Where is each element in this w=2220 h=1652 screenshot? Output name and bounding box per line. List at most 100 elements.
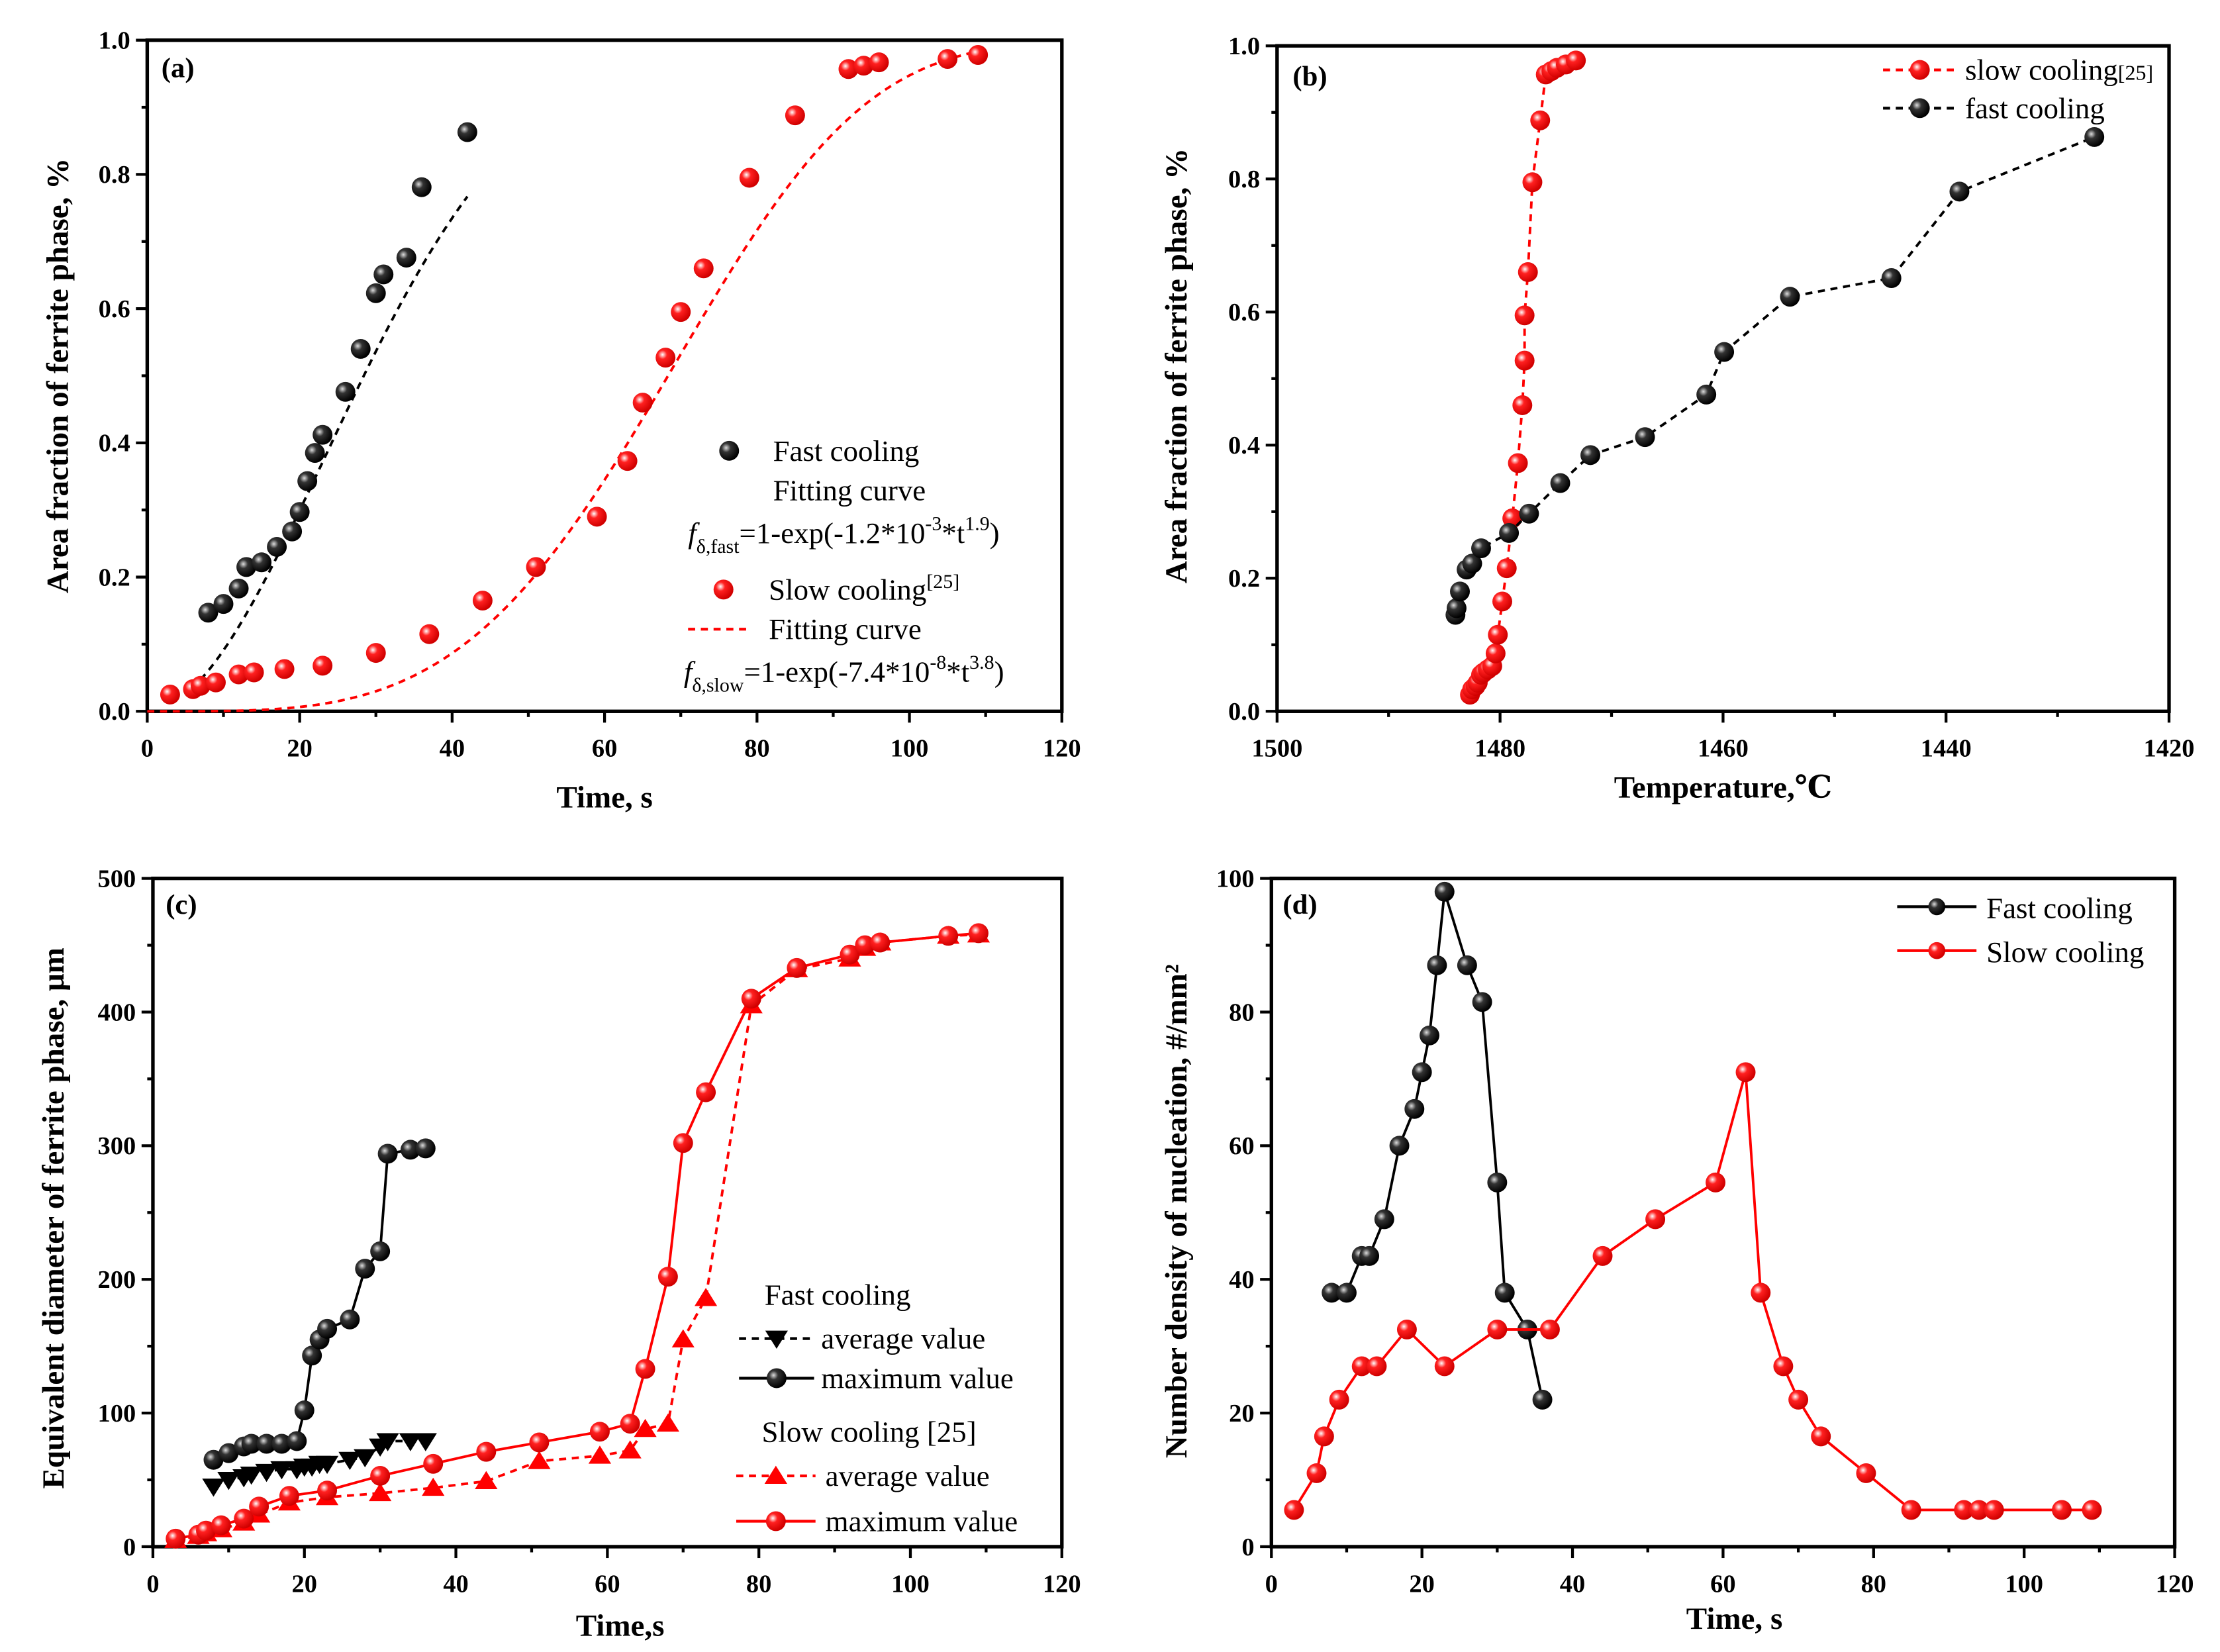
data-point xyxy=(787,957,807,978)
data-point xyxy=(1969,1500,1989,1520)
formula-part: -8 xyxy=(930,652,946,673)
legend-marker xyxy=(719,440,740,461)
data-point xyxy=(369,1482,392,1502)
data-point xyxy=(938,926,959,946)
data-point xyxy=(365,283,386,303)
data-point xyxy=(213,594,234,614)
y-tick-label: 400 xyxy=(98,998,136,1026)
data-point xyxy=(2082,1500,2102,1520)
data-point xyxy=(228,664,249,685)
data-point xyxy=(655,348,676,368)
x-tick-label: 80 xyxy=(1861,1570,1886,1598)
data-point xyxy=(618,1440,642,1459)
x-tick-label: 20 xyxy=(1409,1570,1434,1598)
x-tick-label: 0 xyxy=(146,1570,159,1598)
y-tick-label: 100 xyxy=(98,1400,136,1428)
y-axis-label: Number density of nucleation, #/mm² xyxy=(1159,964,1194,1458)
x-tick-label: 60 xyxy=(1710,1570,1735,1598)
data-point xyxy=(1488,624,1508,645)
data-point xyxy=(1984,1500,2004,1520)
data-point xyxy=(241,1433,262,1454)
data-point xyxy=(457,122,477,142)
y-tick-label: 100 xyxy=(1216,865,1255,893)
data-point xyxy=(350,338,371,359)
data-point xyxy=(634,1418,657,1437)
legend-label: Slow cooling[25] xyxy=(769,571,959,606)
data-point xyxy=(317,1481,338,1501)
y-tick-label: 0.6 xyxy=(1228,299,1260,326)
data-point xyxy=(1773,1356,1794,1377)
y-axis-label: Area fraction of ferrite phase, % xyxy=(1159,148,1194,583)
data-point xyxy=(1446,598,1467,618)
data-point xyxy=(1508,453,1528,473)
data-point xyxy=(203,1449,224,1470)
plot-frame xyxy=(1275,44,2171,713)
data-point xyxy=(1580,445,1600,465)
data-point xyxy=(373,264,394,285)
data-point xyxy=(1472,992,1492,1012)
data-point xyxy=(1427,955,1447,975)
formula-part: -3 xyxy=(925,513,941,535)
data-point xyxy=(370,1241,391,1261)
legend-label: Fitting curve xyxy=(773,474,926,507)
data-point xyxy=(968,923,989,944)
data-point xyxy=(414,1433,437,1451)
y-tick-label: 0.8 xyxy=(1228,166,1260,193)
data-point xyxy=(1735,1062,1756,1083)
data-point xyxy=(1359,1245,1380,1266)
data-point xyxy=(423,1453,444,1474)
y-tick-label: 0.4 xyxy=(1228,432,1260,460)
legend-marker xyxy=(1909,98,1930,119)
legend-label: average value xyxy=(821,1322,985,1355)
panel-label: (d) xyxy=(1282,889,1317,920)
data-point xyxy=(279,1486,299,1506)
data-point xyxy=(1457,955,1477,975)
y-tick-label: 1.0 xyxy=(99,27,130,55)
data-point xyxy=(1566,50,1586,71)
data-point xyxy=(1404,1098,1425,1119)
data-point xyxy=(256,1433,277,1454)
data-point xyxy=(1539,1319,1560,1339)
data-point xyxy=(1367,1356,1387,1377)
data-point xyxy=(617,451,638,471)
x-axis-label: Time,s xyxy=(576,1609,665,1643)
chart-panel-c: 0 20 40 60 80 100 120 0 100 200 300 400 500 Time,s Equ… xyxy=(36,865,1081,1643)
data-point xyxy=(869,52,889,73)
data-point xyxy=(1374,1209,1394,1230)
data-point xyxy=(252,552,272,573)
data-point xyxy=(476,1441,497,1462)
formula-part: δ,slow xyxy=(692,674,744,696)
panel-label: (b) xyxy=(1292,61,1327,92)
data-point xyxy=(657,1267,678,1287)
data-point xyxy=(302,1345,322,1366)
data-point xyxy=(289,502,310,522)
data-point xyxy=(1780,287,1800,307)
data-point xyxy=(249,1496,269,1517)
data-point xyxy=(635,1359,655,1379)
y-tick-label: 80 xyxy=(1229,998,1254,1026)
y-tick-label: 0.2 xyxy=(99,563,130,591)
x-tick-label: 1440 xyxy=(1921,735,1972,763)
data-point xyxy=(313,656,333,676)
formula-part: ) xyxy=(994,655,1004,688)
data-point xyxy=(968,45,989,65)
x-tick-label: 60 xyxy=(592,735,617,763)
x-tick-label: 40 xyxy=(440,735,465,763)
legend-label: maximum value xyxy=(826,1504,1018,1537)
legend-label: fast cooling xyxy=(1965,91,2105,124)
legend-marker xyxy=(765,1330,789,1349)
legend-label: Fast cooling xyxy=(773,434,920,467)
data-point xyxy=(853,56,874,76)
legend-formula: fδ,slow=1-exp(-7.4*10-8*t3.8) xyxy=(684,652,1004,696)
y-tick-label: 1.0 xyxy=(1228,32,1260,60)
x-axis-label: Temperature,℃ xyxy=(1614,771,1832,805)
data-point xyxy=(338,1451,362,1471)
data-point xyxy=(244,662,264,683)
legend-ref: [25] xyxy=(926,571,959,593)
x-tick-label: 120 xyxy=(1043,735,1081,763)
x-tick-label: 0 xyxy=(141,735,154,763)
data-point xyxy=(696,1082,716,1102)
data-point xyxy=(1471,538,1491,559)
data-point xyxy=(2052,1500,2072,1520)
